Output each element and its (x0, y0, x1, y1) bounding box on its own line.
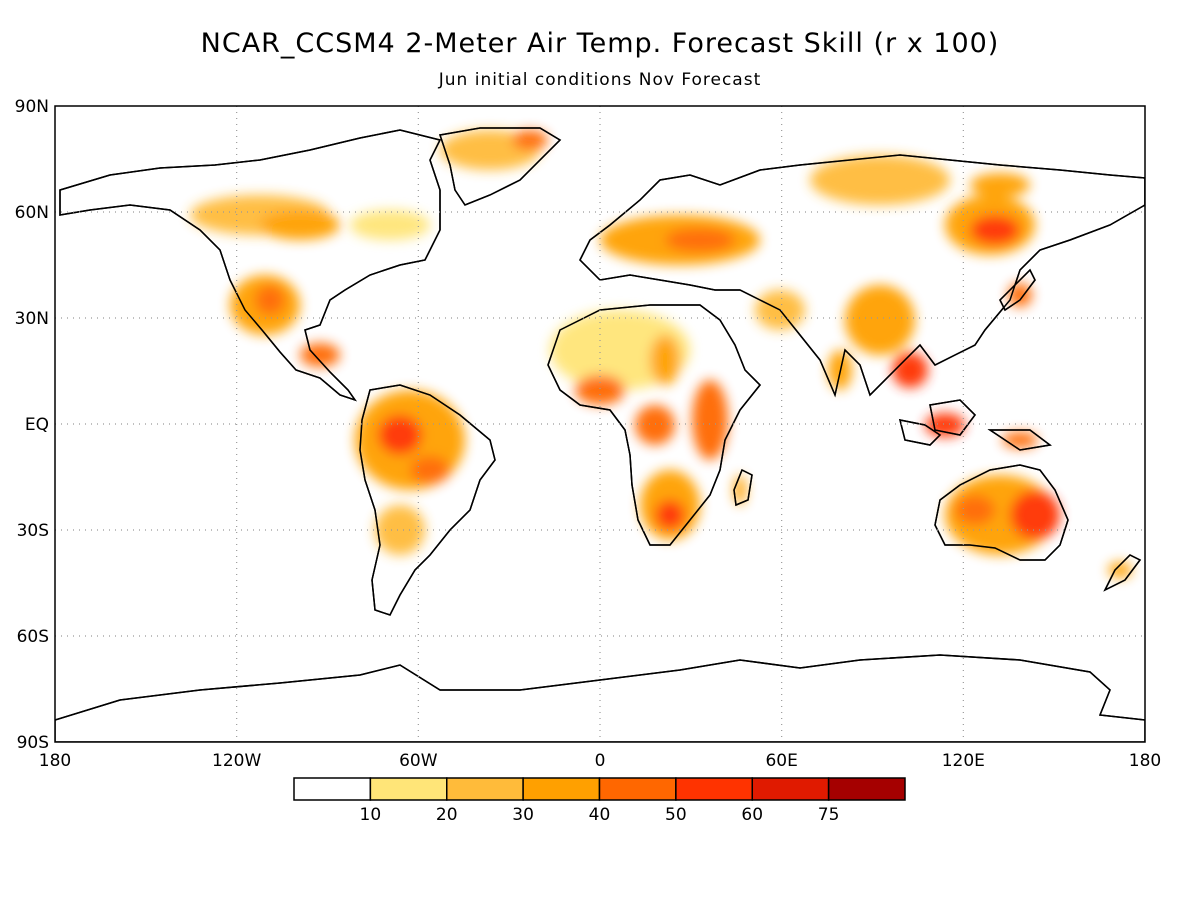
latitude-labels: 90N 60N 30N EQ 30S 60S 90S (15, 97, 49, 753)
lon-tick-label: 180 (1129, 751, 1161, 771)
lat-tick-label: 30S (17, 521, 49, 541)
lon-tick-label: 120E (942, 751, 985, 771)
land-layer (55, 127, 1145, 742)
skill-shading (190, 130, 1132, 578)
map-frame (54, 105, 1146, 743)
colorbar-label: 40 (589, 805, 611, 825)
lon-tick-label: 120W (212, 751, 261, 771)
colorbar-swatch (369, 777, 448, 801)
lon-tick-label: 180 (39, 751, 71, 771)
coastlines (55, 127, 1145, 721)
lat-tick-label: 90N (15, 97, 49, 117)
colorbar-label: 30 (512, 805, 534, 825)
map-title: NCAR_CCSM4 2-Meter Air Temp. Forecast Sk… (200, 28, 1000, 59)
longitude-labels: 180 120W 60W 0 60E 120E 180 (39, 751, 1161, 771)
lon-tick-label: 60E (765, 751, 797, 771)
lat-tick-label: 90S (17, 733, 49, 753)
lon-tick-label: 60W (399, 751, 438, 771)
colorbar-label: 75 (818, 805, 840, 825)
lat-tick-label: 60N (15, 203, 49, 223)
colorbar-swatch (675, 777, 753, 801)
lat-tick-label: 30N (15, 309, 49, 329)
colorbar-swatch (751, 777, 830, 801)
colorbar-swatch (293, 777, 372, 801)
lon-tick-label: 0 (595, 751, 606, 771)
colorbar-swatch (598, 777, 677, 801)
landmass-north-america (59, 129, 442, 402)
colorbar-label: 60 (741, 805, 763, 825)
colorbar-label: 20 (436, 805, 458, 825)
colorbar: 10 20 30 40 50 60 75 (293, 777, 906, 825)
colorbar-swatch (522, 777, 601, 801)
colorbar-swatch (446, 777, 524, 801)
lat-tick-label: 60S (17, 627, 49, 647)
gridlines (55, 106, 1145, 742)
lat-tick-label: EQ (25, 415, 49, 435)
map-subtitle: Jun initial conditions Nov Forecast (438, 70, 762, 90)
landmass-antarctica (55, 654, 1145, 742)
colorbar-label: 10 (360, 805, 382, 825)
colorbar-swatch (827, 777, 906, 801)
colorbar-label: 50 (665, 805, 687, 825)
